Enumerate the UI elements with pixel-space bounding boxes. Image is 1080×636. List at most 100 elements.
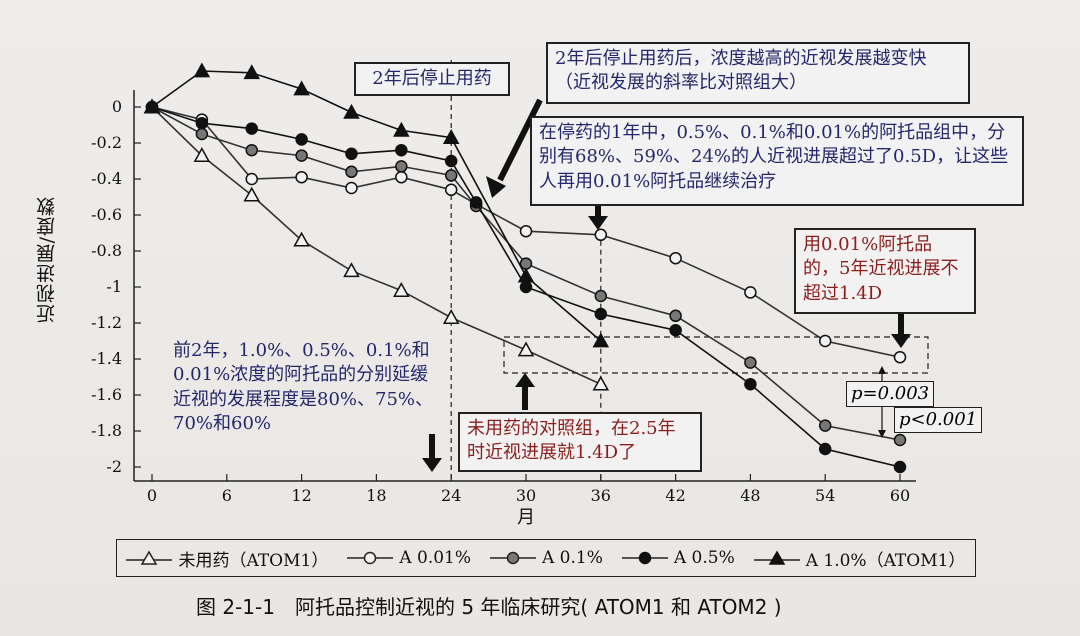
legend-label-a10: A 1.0%（ATOM1） (805, 550, 966, 571)
y-tick-label: -1 (106, 277, 122, 296)
y-tick-label: 0 (112, 97, 122, 116)
data-point (818, 419, 832, 432)
legend-marker-a10 (753, 550, 800, 565)
data-point (393, 121, 410, 137)
x-tick-label: 24 (441, 486, 461, 505)
legend-item-a001: A 0.01% (347, 548, 471, 568)
data-point (592, 332, 610, 348)
data-point (195, 127, 209, 141)
legend-marker-a01 (490, 551, 536, 565)
x-tick-label: 60 (890, 486, 910, 505)
data-point (245, 122, 258, 135)
series-4 (145, 100, 907, 474)
annotation-after-stop: 2年后停止用药后，浓度越高的近视发展越变快（近视发展的斜率比对照组大） (546, 42, 970, 104)
data-point (395, 170, 408, 184)
data-point (469, 196, 483, 209)
series-group (143, 62, 907, 474)
y-tick-label: -0.6 (91, 205, 122, 224)
data-point (744, 356, 757, 369)
y-tick-label: -0.8 (91, 241, 122, 260)
legend-marker-untreated (126, 550, 173, 565)
data-point (395, 143, 408, 157)
y-tick-label: -1.4 (91, 349, 122, 368)
data-point (293, 80, 310, 96)
p-value-1: p=0.003 (851, 383, 930, 404)
x-tick-label: 18 (366, 486, 386, 505)
series-3 (145, 100, 907, 447)
arrow-one-year-head (588, 216, 608, 230)
annotation-low-dose: 用0.01%阿托品的，5年近视进展不超过1.4D (794, 228, 976, 314)
data-point (744, 377, 757, 391)
x-tick-label: 54 (815, 486, 835, 505)
series-1 (143, 98, 610, 391)
y-axis-label: 近视进展/度数 (35, 196, 58, 324)
series-line (151, 106, 901, 468)
data-point (594, 307, 608, 321)
range-box-1-4D (503, 336, 929, 374)
annotation-control: 未用药的对照组，在2.5年时近视进展就1.4D了 (458, 412, 702, 472)
data-point (519, 280, 533, 294)
data-point (243, 64, 261, 80)
p-value-box-2: p<0.001 (894, 407, 983, 433)
data-point (343, 262, 360, 278)
arrow-low-dose-head (891, 334, 911, 348)
data-point (744, 286, 757, 299)
data-point (444, 183, 458, 197)
data-point (345, 165, 358, 179)
data-point (594, 228, 608, 242)
data-point (395, 160, 408, 173)
annotation-first-two-years: 前2年，1.0%、0.5%、0.1%和0.01%浓度的阿托品的分别延缓近视的发展… (166, 336, 450, 436)
x-tick-label: 6 (222, 486, 232, 505)
legend-label-a001: A 0.01% (399, 548, 472, 568)
legend-item-untreated: 未用药（ATOM1） (126, 546, 328, 571)
data-point (669, 251, 682, 265)
data-point (295, 133, 308, 146)
figure-caption: 图 2-1-1 阿托品控制近视的 5 年临床研究( ATOM1 和 ATOM2 … (196, 595, 782, 619)
data-point (517, 267, 535, 283)
arrows (422, 98, 911, 472)
y-tick-label: -1.8 (91, 421, 122, 440)
arrow-after-stop-shaft (497, 98, 543, 182)
arrow-control-head (515, 373, 535, 387)
data-point (195, 116, 209, 130)
y-tick-label: -2 (106, 457, 122, 476)
arrow-first-two-years-head (422, 458, 442, 472)
y-tick-label: -1.2 (91, 313, 122, 332)
data-point (295, 149, 308, 162)
data-point (393, 282, 410, 297)
data-point (442, 309, 460, 324)
annotation-control-text: 未用药的对照组，在2.5年时近视进展就1.4D了 (467, 418, 676, 464)
data-point (343, 103, 360, 119)
annotation-low-dose-text: 用0.01%阿托品的，5年近视进展不超过1.4D (803, 234, 959, 304)
legend-item-a05: A 0.5% (621, 548, 735, 568)
annotation-first-two-years-text: 前2年，1.0%、0.5%、0.1%和0.01%浓度的阿托品的分别延缓近视的发展… (173, 340, 434, 434)
x-tick-label: 42 (665, 486, 685, 505)
p-arrow-1-head (878, 366, 886, 374)
legend: 未用药（ATOM1） A 0.01% A 0.1% A 0.5% (116, 539, 976, 577)
y-axis-label-wrap: 近视进展/度数 (16, 120, 76, 400)
x-tick-label: 12 (291, 486, 311, 505)
p-value-2: p<0.001 (899, 409, 978, 430)
annotation-one-year-text: 在停药的1年中，0.5%、0.1%和0.01%的阿托品组中，分别有68%、59%… (539, 122, 1009, 192)
data-point (243, 186, 261, 202)
arrow-after-stop-head (486, 176, 506, 198)
p-value-box-1: p=0.003 (846, 381, 935, 407)
series-line (151, 106, 901, 358)
data-point (345, 147, 358, 161)
data-point (143, 98, 161, 114)
data-point (245, 143, 258, 157)
y-tick-label: -1.6 (91, 385, 122, 404)
data-point (818, 442, 832, 456)
axes: 0 -0.2 -0.4 -0.6 -0.8 -1 -1.2 -1.4 -1.6 -1.8 -2 0 6 1… (91, 90, 916, 528)
annotation-one-year: 在停药的1年中，0.5%、0.1%和0.01%的阿托品组中，分别有68%、59%… (530, 116, 1024, 206)
annotation-after-stop-text: 2年后停止用药后，浓度越高的近视发展越变快（近视发展的斜率比对照组大） (555, 48, 927, 94)
data-point (444, 154, 458, 168)
x-tick-label: 36 (591, 486, 611, 505)
data-point (893, 433, 907, 447)
legend-marker-a05 (621, 551, 668, 565)
annotation-stop-label: 2年后停止用药 (354, 62, 510, 96)
data-point (444, 169, 458, 182)
data-point (295, 170, 308, 184)
